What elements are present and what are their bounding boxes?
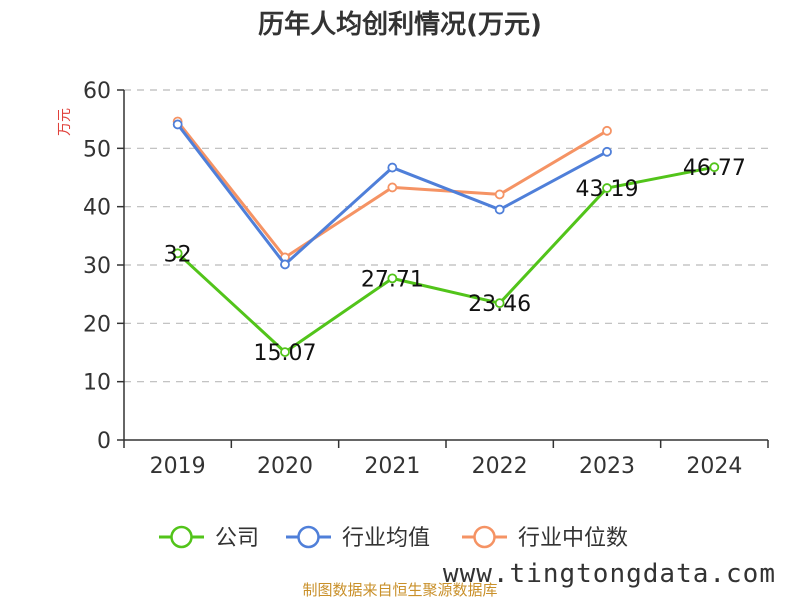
data-point	[387, 162, 398, 173]
data-point	[280, 259, 290, 270]
source-note: 制图数据来自恒生聚源数据库	[302, 581, 497, 599]
data-labels: 32 15.07 27.71 23.46 43.19 46.77	[164, 156, 746, 366]
data-label: 27.71	[361, 267, 424, 292]
y-tick-label: 0	[97, 429, 111, 454]
data-point	[172, 119, 183, 130]
data-point	[602, 125, 612, 136]
watermark: www.tingtongdata.com	[443, 559, 776, 589]
y-tick-label: 50	[83, 137, 111, 162]
axes: 0 10 20 30 40 50 60 2019 2020 2021 2022 2023 2024	[83, 79, 769, 479]
y-tick-label: 20	[83, 312, 111, 337]
legend-item-2[interactable]: 行业中位数	[462, 525, 628, 551]
legend-label: 公司	[215, 526, 259, 551]
y-tick-label: 10	[83, 371, 111, 396]
gridlines	[124, 89, 768, 383]
legend-label: 行业均值	[342, 526, 430, 551]
legend-label: 行业中位数	[518, 526, 628, 551]
x-tick-label: 2024	[686, 454, 742, 479]
x-tick-label: 2022	[472, 454, 528, 479]
data-point	[494, 204, 505, 215]
x-tick-label: 2020	[257, 454, 313, 479]
legend[interactable]: 公司 行业均值 行业中位数	[159, 525, 628, 551]
x-tick-label: 2023	[579, 454, 635, 479]
data-label: 32	[164, 242, 192, 267]
data-point	[709, 162, 720, 173]
y-tick-label: 30	[83, 254, 111, 279]
legend-swatch-marker	[297, 525, 320, 549]
data-point	[387, 273, 398, 284]
legend-item-1[interactable]: 行业均值	[286, 525, 430, 551]
y-tick-label: 40	[83, 196, 111, 221]
data-point	[602, 183, 612, 193]
data-label: 43.19	[576, 177, 639, 202]
data-label: 23.46	[468, 292, 531, 317]
legend-item-0[interactable]: 公司	[159, 525, 259, 551]
data-point	[172, 248, 183, 259]
series-layer	[172, 116, 720, 357]
y-tick-label: 60	[83, 79, 111, 104]
data-point	[494, 298, 505, 309]
x-tick-label: 2021	[364, 454, 420, 479]
data-point	[602, 146, 612, 157]
data-point	[280, 347, 290, 357]
series-line-1	[176, 123, 608, 266]
legend-swatch-marker	[473, 525, 496, 549]
data-label: 15.07	[254, 341, 317, 366]
chart-title: 历年人均创利情况(万元)	[258, 9, 542, 40]
data-label: 46.77	[683, 156, 746, 181]
data-point	[494, 189, 505, 200]
data-point	[387, 182, 398, 193]
legend-swatch-marker	[170, 525, 193, 549]
y-axis-label: 万元	[57, 108, 73, 136]
series-line-0	[176, 165, 715, 354]
x-tick-label: 2019	[150, 454, 206, 479]
